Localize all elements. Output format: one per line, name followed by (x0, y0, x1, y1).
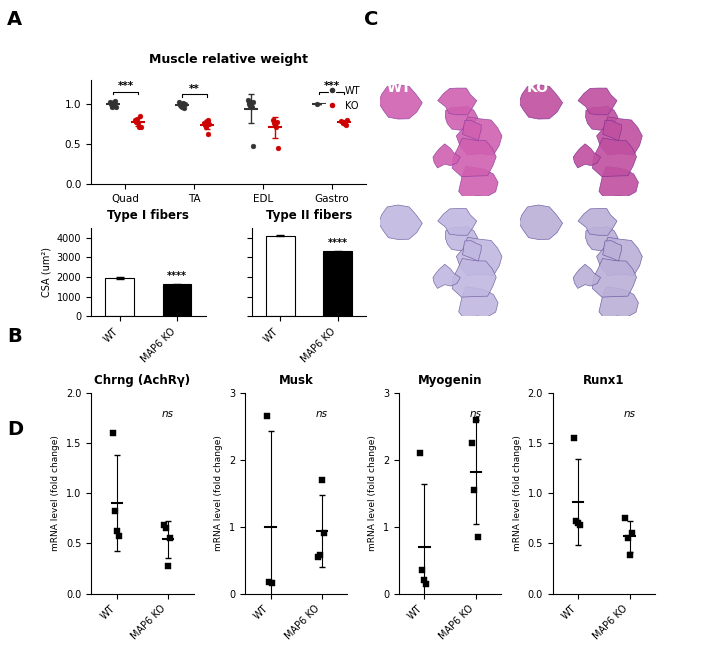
Polygon shape (438, 209, 477, 235)
Polygon shape (573, 144, 601, 168)
Text: ***: *** (324, 81, 340, 91)
Text: WT: WT (387, 81, 411, 95)
Polygon shape (519, 85, 563, 119)
Y-axis label: mRNA level (fold change): mRNA level (fold change) (513, 436, 522, 551)
Polygon shape (379, 85, 422, 119)
Text: ns: ns (162, 409, 174, 419)
Text: A: A (7, 10, 23, 29)
Text: KO: KO (527, 81, 549, 95)
Title: Type II fibers: Type II fibers (266, 209, 352, 222)
Polygon shape (452, 138, 496, 177)
Bar (106, 278, 134, 316)
Text: D: D (7, 420, 23, 439)
Polygon shape (597, 237, 642, 275)
Y-axis label: mRNA level (fold change): mRNA level (fold change) (214, 436, 223, 551)
Polygon shape (452, 259, 496, 297)
Y-axis label: mRNA level (fold change): mRNA level (fold change) (52, 436, 60, 551)
Text: **: ** (189, 83, 199, 93)
Title: Type I fibers: Type I fibers (108, 209, 189, 222)
Title: Myogenin: Myogenin (418, 374, 482, 388)
Polygon shape (456, 117, 502, 155)
Text: ns: ns (316, 409, 328, 419)
Y-axis label: CSA (um²): CSA (um²) (41, 247, 51, 297)
Polygon shape (433, 144, 460, 168)
Title: Muscle relative weight: Muscle relative weight (149, 53, 308, 67)
Title: Musk: Musk (279, 374, 314, 388)
Polygon shape (603, 120, 622, 141)
Text: C: C (364, 10, 379, 29)
Polygon shape (459, 166, 498, 199)
Legend: WT, KO: WT, KO (319, 82, 364, 115)
Text: B: B (7, 327, 22, 346)
Polygon shape (379, 205, 422, 239)
Polygon shape (462, 120, 481, 141)
Polygon shape (578, 88, 617, 115)
Polygon shape (438, 88, 477, 115)
Polygon shape (593, 138, 636, 177)
Polygon shape (585, 106, 618, 130)
Text: ***: *** (117, 81, 133, 91)
Polygon shape (593, 259, 636, 297)
Text: ****: **** (167, 271, 187, 281)
Polygon shape (599, 287, 638, 320)
Polygon shape (585, 227, 618, 251)
Y-axis label: mRNA level (fold change): mRNA level (fold change) (368, 436, 377, 551)
Polygon shape (456, 237, 502, 275)
Text: ****: **** (328, 238, 347, 248)
Polygon shape (433, 264, 460, 288)
Polygon shape (573, 264, 601, 288)
Polygon shape (599, 166, 638, 199)
Polygon shape (462, 241, 481, 261)
Text: ns: ns (470, 409, 482, 419)
Polygon shape (446, 227, 478, 251)
Title: Runx1: Runx1 (583, 374, 625, 388)
Polygon shape (603, 241, 622, 261)
Bar (323, 251, 352, 316)
Bar (266, 235, 295, 316)
Text: ns: ns (624, 409, 636, 419)
Polygon shape (519, 205, 563, 239)
Polygon shape (597, 117, 642, 155)
Polygon shape (446, 106, 478, 130)
Polygon shape (578, 209, 617, 235)
Polygon shape (459, 287, 498, 320)
Bar (162, 284, 191, 316)
Title: Chrng (AchRγ): Chrng (AchRγ) (94, 374, 190, 388)
